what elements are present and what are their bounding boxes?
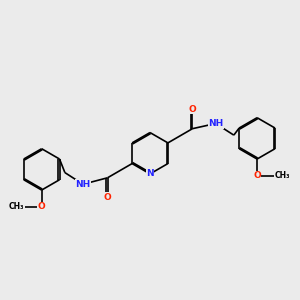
Text: O: O [253,171,261,180]
Text: O: O [38,202,46,211]
Text: CH₃: CH₃ [9,202,24,211]
Text: CH₃: CH₃ [274,171,290,180]
Text: NH: NH [208,119,223,128]
Text: N: N [146,169,154,178]
Text: O: O [189,105,196,114]
Text: NH: NH [75,180,91,189]
Text: O: O [104,193,111,202]
